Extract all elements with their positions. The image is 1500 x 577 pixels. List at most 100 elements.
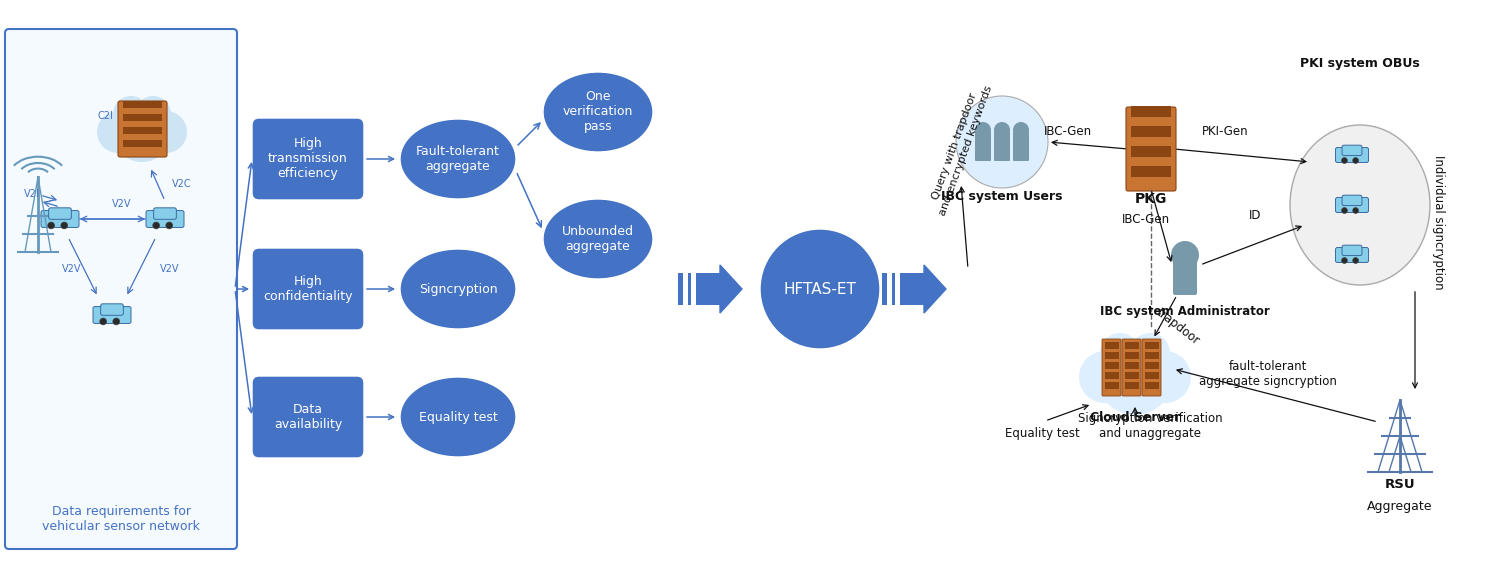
Text: Fault-tolerant
aggregate: Fault-tolerant aggregate [416, 145, 500, 173]
Ellipse shape [1290, 125, 1430, 285]
FancyBboxPatch shape [123, 114, 162, 121]
Circle shape [1341, 158, 1347, 163]
Text: Individual signcryption: Individual signcryption [1431, 155, 1444, 289]
FancyBboxPatch shape [1144, 342, 1158, 349]
Circle shape [760, 229, 880, 349]
Text: High
transmission
efficiency: High transmission efficiency [268, 137, 348, 181]
Circle shape [1172, 241, 1198, 269]
Text: PKI system OBUs: PKI system OBUs [1300, 57, 1420, 70]
FancyBboxPatch shape [1335, 197, 1368, 212]
Text: IBC system Users: IBC system Users [942, 190, 1062, 203]
FancyBboxPatch shape [4, 29, 237, 549]
Text: IBC system Administrator: IBC system Administrator [1100, 305, 1270, 318]
FancyBboxPatch shape [123, 127, 162, 134]
FancyBboxPatch shape [692, 273, 696, 305]
FancyBboxPatch shape [1125, 372, 1138, 379]
FancyBboxPatch shape [1131, 146, 1170, 157]
FancyBboxPatch shape [40, 211, 80, 227]
FancyBboxPatch shape [1122, 339, 1142, 396]
Text: Data
availability: Data availability [274, 403, 342, 431]
Text: Equality test: Equality test [1005, 427, 1080, 440]
Text: PKG: PKG [1136, 192, 1167, 206]
Circle shape [62, 222, 68, 229]
Ellipse shape [400, 377, 516, 457]
Circle shape [1353, 158, 1359, 163]
FancyBboxPatch shape [1342, 245, 1362, 256]
Text: HFTAS-ET: HFTAS-ET [783, 282, 856, 297]
Circle shape [1013, 122, 1029, 138]
FancyBboxPatch shape [1335, 248, 1368, 263]
FancyBboxPatch shape [1142, 339, 1161, 396]
Circle shape [166, 222, 172, 229]
FancyBboxPatch shape [1125, 352, 1138, 359]
Circle shape [98, 111, 140, 153]
FancyBboxPatch shape [1144, 352, 1158, 359]
FancyBboxPatch shape [118, 101, 166, 157]
Text: Unbounded
aggregate: Unbounded aggregate [562, 225, 634, 253]
FancyBboxPatch shape [1125, 362, 1138, 369]
Circle shape [975, 122, 992, 138]
FancyBboxPatch shape [1102, 339, 1120, 396]
Text: One
verification
pass: One verification pass [562, 91, 633, 133]
Circle shape [146, 111, 188, 153]
FancyBboxPatch shape [1144, 382, 1158, 389]
Text: fault-tolerant
aggregate signcryption: fault-tolerant aggregate signcryption [1198, 360, 1336, 388]
FancyBboxPatch shape [1104, 362, 1119, 369]
Text: V2C: V2C [172, 179, 192, 189]
Text: PKI-Gen: PKI-Gen [1202, 125, 1248, 138]
FancyBboxPatch shape [682, 273, 687, 305]
Text: IBC-Gen: IBC-Gen [1122, 213, 1170, 226]
Ellipse shape [400, 249, 516, 329]
FancyBboxPatch shape [1144, 372, 1158, 379]
Text: IBC-Gen: IBC-Gen [1044, 125, 1092, 138]
Text: RSU: RSU [1384, 478, 1416, 491]
Circle shape [1353, 257, 1359, 264]
FancyBboxPatch shape [1125, 342, 1138, 349]
Circle shape [1130, 333, 1170, 373]
FancyBboxPatch shape [1131, 126, 1170, 137]
FancyBboxPatch shape [882, 273, 924, 305]
FancyBboxPatch shape [1131, 106, 1170, 117]
Text: Signcryption verification
and unaggregate: Signcryption verification and unaggregat… [1077, 412, 1222, 440]
Text: V2I: V2I [24, 189, 39, 199]
Circle shape [994, 122, 1010, 138]
Circle shape [112, 318, 120, 325]
Text: Signcryption: Signcryption [419, 283, 498, 295]
Text: Cloud Server: Cloud Server [1090, 411, 1180, 424]
FancyBboxPatch shape [1104, 382, 1119, 389]
FancyBboxPatch shape [1104, 372, 1119, 379]
FancyBboxPatch shape [1013, 132, 1029, 161]
FancyBboxPatch shape [100, 304, 123, 315]
FancyBboxPatch shape [1104, 352, 1119, 359]
FancyBboxPatch shape [896, 273, 900, 305]
FancyBboxPatch shape [252, 248, 364, 330]
FancyBboxPatch shape [252, 376, 364, 458]
Circle shape [1100, 333, 1140, 373]
Ellipse shape [400, 119, 516, 199]
FancyBboxPatch shape [153, 208, 177, 219]
FancyBboxPatch shape [886, 273, 891, 305]
Circle shape [112, 96, 148, 132]
Text: Aggregate: Aggregate [1368, 500, 1432, 513]
FancyBboxPatch shape [123, 140, 162, 147]
Text: High
confidentiality: High confidentiality [264, 275, 352, 303]
FancyBboxPatch shape [1131, 166, 1170, 177]
Circle shape [1138, 351, 1191, 403]
Polygon shape [720, 265, 742, 313]
FancyBboxPatch shape [1342, 195, 1362, 205]
FancyBboxPatch shape [146, 211, 184, 227]
Circle shape [1096, 339, 1173, 415]
Text: V2V: V2V [160, 264, 180, 274]
Circle shape [112, 102, 172, 162]
Text: V2V: V2V [62, 264, 81, 274]
Circle shape [1341, 257, 1347, 264]
FancyBboxPatch shape [1173, 251, 1197, 295]
Text: ID: ID [1248, 209, 1262, 222]
Text: Data requirements for
vehicular sensor network: Data requirements for vehicular sensor n… [42, 505, 200, 533]
Circle shape [48, 222, 54, 229]
FancyBboxPatch shape [123, 101, 162, 108]
Circle shape [1341, 208, 1347, 213]
Text: trapdoor: trapdoor [1154, 306, 1202, 348]
Circle shape [153, 222, 159, 229]
Text: C2I: C2I [98, 111, 112, 121]
